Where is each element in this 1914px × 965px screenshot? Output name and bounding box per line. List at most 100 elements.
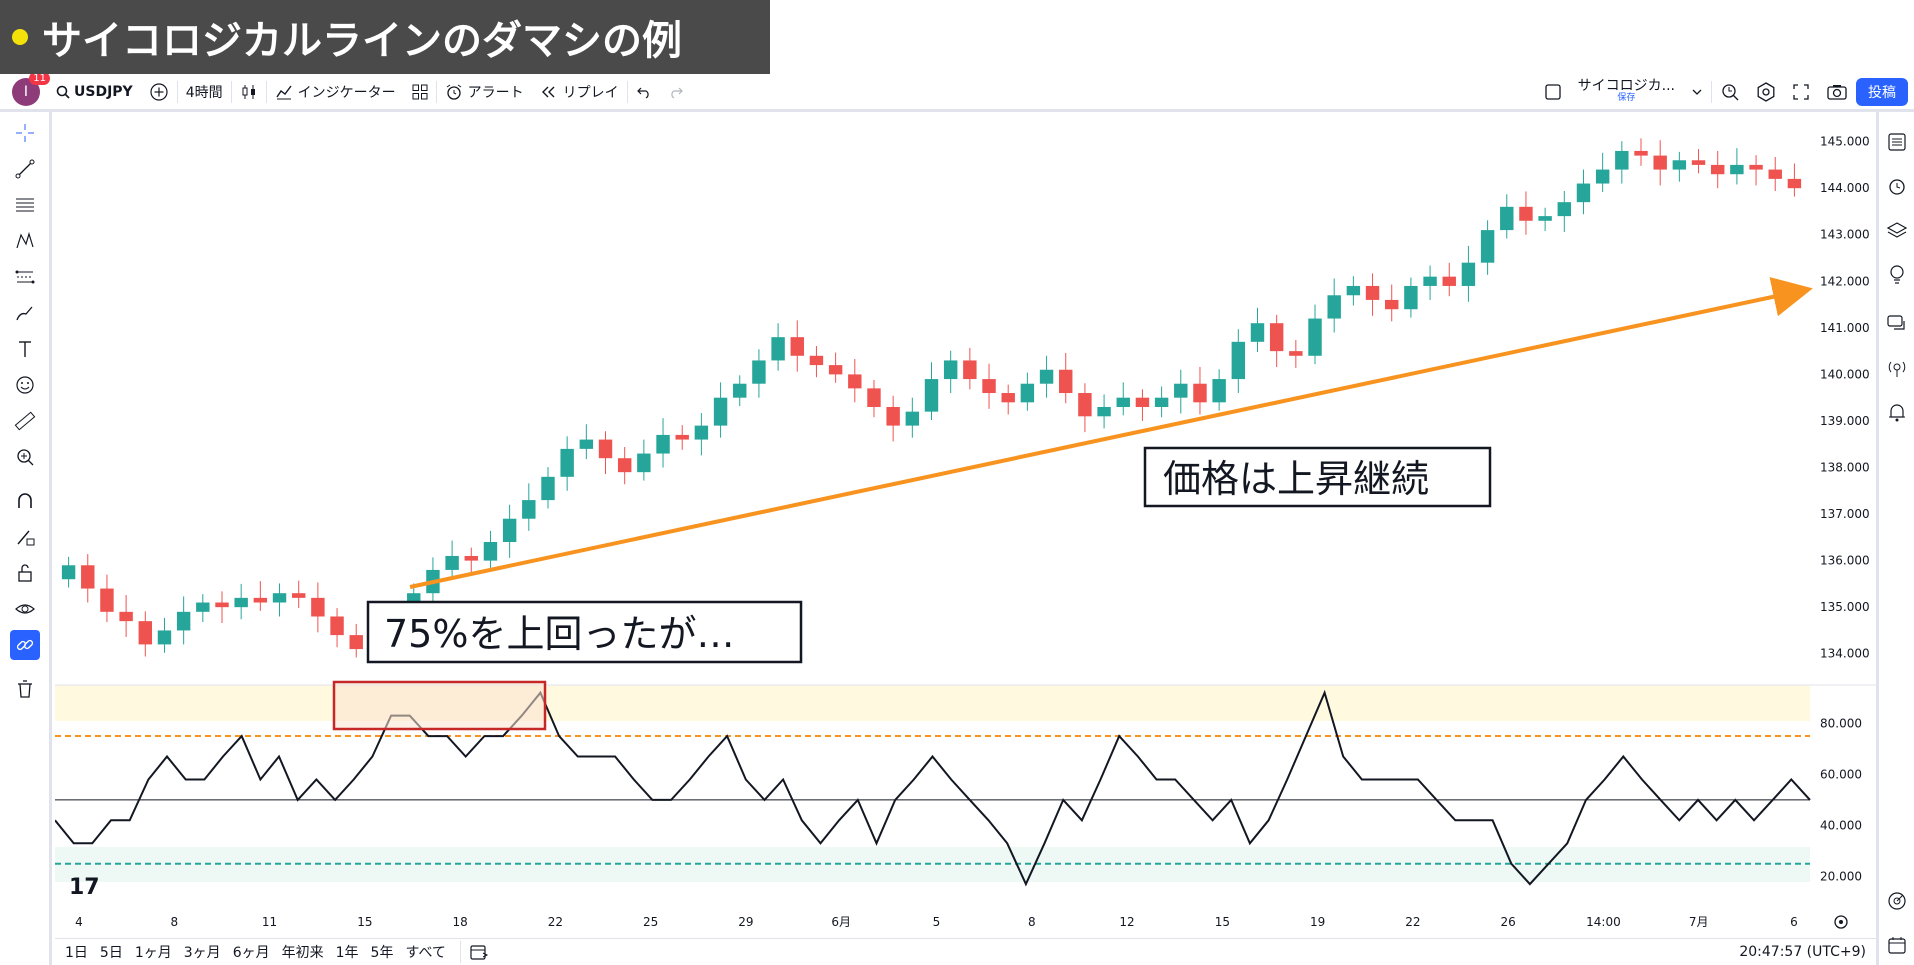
- time-tick-label: 15: [357, 915, 372, 929]
- post-label: 投稿: [1868, 84, 1896, 101]
- range-button[interactable]: 5日: [99, 945, 123, 961]
- alarm-clock-icon: [1888, 179, 1905, 195]
- candle-body: [1097, 406, 1111, 417]
- price-axis[interactable]: 145.000 144.000 143.000 142.000 141.000 140.0…: [1820, 135, 1870, 661]
- indicators-label: インジケーター: [297, 84, 396, 101]
- stay-in-drawing-tool[interactable]: [10, 522, 40, 552]
- object-tree-button[interactable]: [1883, 216, 1911, 244]
- price-tick-label: 140.000: [1820, 367, 1870, 381]
- bell-icon: [1888, 404, 1905, 422]
- time-tick-label: 7月: [1689, 915, 1709, 929]
- layout-name-button[interactable]: サイコロジカ... 保存: [1570, 74, 1683, 109]
- candle-body: [886, 406, 900, 426]
- square-icon: [1544, 83, 1561, 100]
- compare-symbol-button[interactable]: [141, 74, 177, 109]
- layout-menu-button[interactable]: [1683, 74, 1711, 109]
- clock[interactable]: 20:47:57 (UTC+9): [1739, 944, 1866, 960]
- ruler-icon: [14, 411, 35, 431]
- avatar[interactable]: I 11: [12, 71, 50, 106]
- quick-search-button[interactable]: [1712, 74, 1748, 109]
- layout-name: サイコロジカ...: [1577, 78, 1675, 95]
- streams-button[interactable]: [1883, 354, 1911, 382]
- chat-button[interactable]: [1883, 310, 1911, 338]
- redo-button[interactable]: [660, 74, 692, 109]
- unlock-icon: [17, 564, 32, 582]
- snapshot-button[interactable]: [1818, 74, 1856, 109]
- crosshair-tool[interactable]: [10, 118, 40, 148]
- target-icon: [1887, 892, 1906, 910]
- alerts-panel-button[interactable]: [1883, 172, 1911, 200]
- ruler-tool[interactable]: [10, 406, 40, 436]
- measure-lines-icon: [15, 270, 34, 284]
- candle-body: [61, 565, 76, 580]
- fullscreen-button[interactable]: [1784, 74, 1818, 109]
- trendline-tool[interactable]: [10, 154, 40, 184]
- range-button[interactable]: 1年: [335, 945, 359, 961]
- candle-body: [1404, 285, 1418, 310]
- candle-body: [1519, 206, 1533, 221]
- banner-title: サイコロジカルラインのダマシの例: [42, 18, 682, 64]
- range-button[interactable]: 1日: [65, 945, 88, 961]
- calendar-button[interactable]: [1883, 931, 1911, 959]
- interval-button[interactable]: 4時間: [178, 74, 231, 109]
- remove-drawings-tool[interactable]: [10, 674, 40, 704]
- candle-body: [1365, 285, 1380, 300]
- fib-tool[interactable]: [10, 190, 40, 220]
- range-button[interactable]: 3ヶ月: [183, 945, 221, 961]
- goto-date-button[interactable]: [469, 943, 489, 961]
- time-tick-label: 4: [75, 915, 83, 929]
- hide-drawings-tool[interactable]: [10, 594, 40, 624]
- symbol-search-button[interactable]: USDJPY: [48, 74, 141, 109]
- ideas-button[interactable]: [1883, 260, 1911, 288]
- range-button[interactable]: 6ヶ月: [232, 945, 270, 961]
- candle-body: [1461, 262, 1476, 286]
- lock-drawings-tool[interactable]: [10, 558, 40, 588]
- time-axis[interactable]: 4 8 11 15 18 22 25 29 6月 5 8 12 15 19 22 26 14:00 7月 6: [75, 915, 1798, 929]
- chart-type-button[interactable]: [232, 74, 266, 109]
- candle-body: [1231, 341, 1246, 380]
- post-button[interactable]: 投稿: [1856, 77, 1908, 106]
- emoji-tool[interactable]: [10, 370, 40, 400]
- trend-annotation: 価格は上昇継続: [1143, 446, 1492, 508]
- candle-body: [1039, 369, 1054, 384]
- layers-icon: [1886, 222, 1907, 238]
- prediction-tool[interactable]: [10, 262, 40, 292]
- axis-settings-button[interactable]: [1834, 915, 1848, 929]
- settings-button[interactable]: [1748, 74, 1784, 109]
- range-button[interactable]: すべて: [405, 945, 446, 961]
- magnet-tool[interactable]: [10, 486, 40, 516]
- indicators-button[interactable]: インジケーター: [267, 74, 404, 109]
- candle-body: [560, 448, 574, 477]
- range-button[interactable]: 1ヶ月: [134, 945, 172, 961]
- zoom-tool[interactable]: [10, 442, 40, 472]
- candle-body: [1269, 323, 1284, 352]
- pattern-tool[interactable]: [10, 226, 40, 256]
- candle-body: [905, 411, 920, 426]
- candle-body: [1020, 383, 1035, 403]
- watchlist-button[interactable]: [1883, 128, 1911, 156]
- candle-body: [483, 541, 498, 561]
- alert-button[interactable]: アラート: [437, 74, 532, 109]
- text-tool[interactable]: [10, 334, 40, 364]
- price-tick-label: 136.000: [1820, 554, 1870, 568]
- replay-button[interactable]: リプレイ: [532, 74, 627, 109]
- sync-drawings-tool[interactable]: [9, 630, 40, 660]
- brush-tool[interactable]: [10, 298, 40, 328]
- candle-body: [733, 383, 747, 398]
- notifications-button[interactable]: [1883, 398, 1911, 426]
- layout-select-checkbox[interactable]: [1536, 74, 1570, 109]
- templates-button[interactable]: [404, 74, 436, 109]
- candle-body: [598, 439, 613, 459]
- time-tick-label: 6月: [831, 915, 851, 929]
- range-button[interactable]: 年初来: [281, 945, 324, 961]
- smiley-icon: [15, 376, 34, 394]
- dom-button[interactable]: [1883, 887, 1911, 915]
- price-tick-label: 145.000: [1820, 135, 1870, 149]
- indicator-axis[interactable]: 80.000 60.000 40.000 20.000: [1820, 716, 1862, 883]
- range-button[interactable]: 5年: [370, 945, 394, 961]
- chart-area[interactable]: 145.000 144.000 143.000 142.000 141.000 140.0…: [55, 112, 1876, 938]
- candle-body: [1423, 276, 1437, 286]
- candle-body: [196, 602, 210, 612]
- undo-button[interactable]: [628, 74, 660, 109]
- search-icon: [56, 85, 70, 99]
